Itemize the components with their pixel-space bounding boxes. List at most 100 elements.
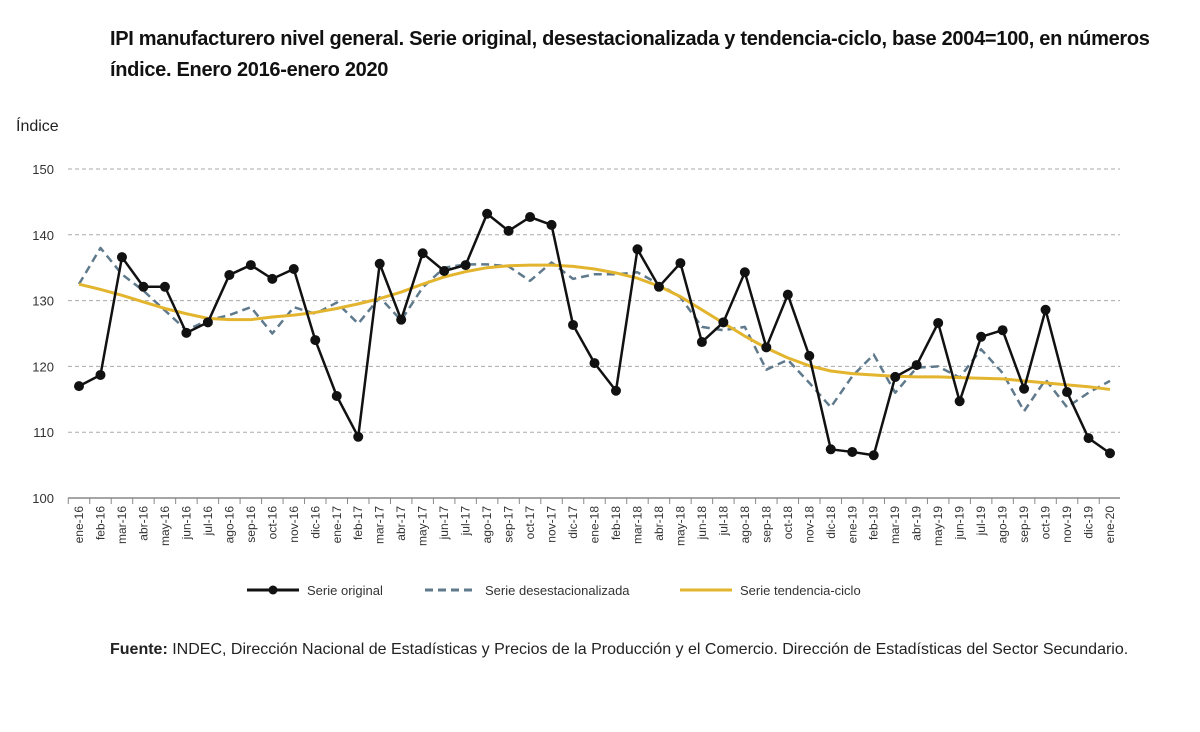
data-point: [353, 431, 364, 442]
source-text: INDEC, Dirección Nacional de Estadística…: [167, 641, 1129, 658]
x-tick-label: feb-17: [351, 506, 365, 540]
series-line-0: [78, 212, 1111, 457]
data-point: [825, 444, 836, 455]
x-tick-label: ene-17: [330, 506, 344, 544]
data-point: [396, 314, 407, 325]
data-point: [911, 360, 922, 371]
x-tick-label: feb-19: [867, 506, 881, 540]
x-tick-label: oct-17: [523, 506, 537, 540]
data-point: [525, 212, 536, 223]
x-tick-label: dic-16: [308, 506, 322, 539]
legend-label: Serie desestacionalizada: [485, 583, 630, 598]
legend-label: Serie tendencia-ciclo: [740, 583, 861, 598]
data-point: [1083, 433, 1094, 444]
data-point: [568, 319, 579, 330]
data-point: [546, 219, 557, 230]
data-point: [331, 391, 342, 402]
x-tick-label: may-16: [158, 506, 172, 546]
y-tick-label: 140: [32, 228, 54, 243]
data-point: [181, 327, 192, 338]
y-tick-label: 110: [33, 425, 54, 440]
series-line-2: [78, 263, 1111, 391]
data-point: [718, 317, 729, 328]
x-tick-label: abr-17: [394, 506, 408, 541]
source-label: Fuente:: [110, 641, 168, 658]
x-tick-label: jul-18: [716, 506, 730, 537]
x-tick-label: jul-17: [459, 506, 473, 537]
x-tick-label: ene-20: [1103, 506, 1117, 544]
x-tick-label: feb-16: [93, 506, 107, 540]
x-tick-label: may-19: [931, 506, 945, 546]
x-tick-label: jun-17: [437, 506, 451, 541]
series-line-1: [77, 246, 1111, 413]
legend-label: Serie original: [307, 583, 383, 598]
data-point: [1062, 387, 1073, 398]
data-point: [1105, 448, 1115, 459]
source-note: Fuente: INDEC, Dirección Nacional de Est…: [110, 640, 1180, 660]
data-point: [159, 281, 170, 292]
x-tick-label: sep-19: [1017, 506, 1031, 543]
x-tick-label: mar-17: [373, 506, 387, 544]
data-point: [482, 208, 493, 219]
data-point: [610, 385, 621, 396]
data-point: [417, 248, 428, 259]
x-tick-label: may-17: [416, 506, 430, 546]
y-tick-label: 150: [32, 162, 54, 177]
x-tick-label: ago-19: [996, 506, 1010, 544]
data-point: [782, 289, 793, 300]
data-point: [890, 371, 901, 382]
x-tick-label: ago-17: [480, 506, 494, 544]
x-tick-label: abr-18: [652, 506, 666, 541]
x-tick-label: nov-18: [802, 506, 816, 543]
data-point: [696, 337, 707, 348]
x-tick-label: abr-19: [910, 506, 924, 541]
data-point: [310, 335, 321, 346]
data-point: [288, 264, 299, 275]
x-tick-label: nov-17: [545, 506, 559, 543]
data-point: [739, 267, 750, 278]
data-point: [1040, 304, 1051, 315]
data-point: [976, 331, 987, 342]
x-tick-label: sep-18: [759, 506, 773, 543]
x-tick-label: ago-18: [738, 506, 752, 544]
data-point: [224, 269, 235, 280]
x-tick-label: mar-19: [888, 506, 902, 544]
data-point: [138, 281, 149, 292]
x-tick-label: sep-16: [244, 506, 258, 543]
data-point: [267, 273, 278, 284]
x-tick-label: nov-16: [287, 506, 301, 543]
data-point: [460, 260, 471, 271]
x-tick-label: feb-18: [609, 506, 623, 540]
data-point: [761, 342, 772, 353]
data-point: [116, 252, 127, 263]
y-tick-label: 100: [32, 491, 54, 506]
x-tick-label: mar-18: [630, 506, 644, 544]
data-point: [933, 317, 944, 328]
data-point: [589, 358, 600, 369]
data-point: [439, 265, 450, 276]
x-tick-label: jun-19: [953, 506, 967, 541]
data-point: [804, 350, 815, 361]
x-tick-label: jul-19: [974, 506, 988, 537]
data-point: [245, 260, 256, 271]
data-point: [653, 281, 664, 292]
data-point: [954, 396, 965, 407]
x-tick-label: dic-17: [566, 506, 580, 539]
data-point: [95, 369, 106, 380]
x-tick-label: nov-19: [1060, 506, 1074, 543]
x-tick-label: jun-18: [695, 506, 709, 541]
data-point: [1019, 383, 1030, 394]
x-tick-label: oct-16: [265, 506, 279, 540]
x-tick-label: dic-19: [1082, 506, 1096, 539]
x-tick-label: ene-19: [845, 506, 859, 544]
data-point: [868, 450, 879, 461]
y-axis-label: Índice: [16, 118, 59, 135]
x-tick-label: abr-16: [136, 506, 150, 541]
x-tick-label: ene-18: [588, 506, 602, 544]
data-point: [503, 225, 514, 236]
line-chart: 100 110 120 130 140 150 ene-16 feb-16 mar-16 abr-…: [32, 162, 1120, 598]
data-point: [74, 381, 84, 392]
data-point: [675, 258, 686, 269]
x-tick-label: ago-16: [222, 506, 236, 544]
x-tick-label: sep-17: [502, 506, 516, 543]
